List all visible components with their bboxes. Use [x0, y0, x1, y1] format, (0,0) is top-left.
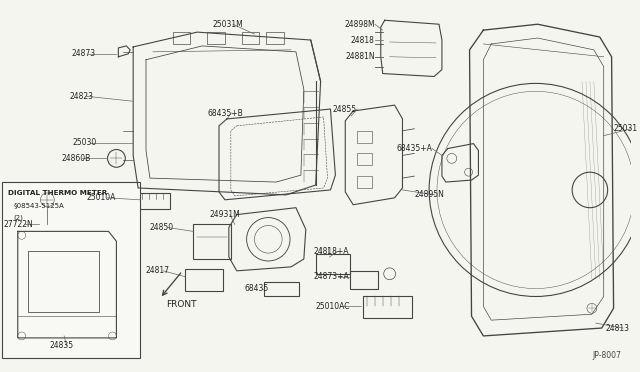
Text: 25031: 25031 — [614, 124, 637, 133]
Text: FRONT: FRONT — [166, 300, 196, 309]
Text: 24895N: 24895N — [414, 190, 444, 199]
Text: 24850: 24850 — [150, 223, 174, 232]
Bar — [363, 296, 412, 318]
Bar — [186, 269, 223, 291]
Bar — [357, 153, 372, 165]
Text: 24818+A: 24818+A — [314, 247, 349, 256]
Text: 68435+B: 68435+B — [207, 109, 243, 118]
Text: 68435+A: 68435+A — [396, 144, 432, 153]
Bar — [2, 182, 140, 357]
Text: DIGITAL THERMO METER: DIGITAL THERMO METER — [8, 190, 107, 196]
Text: 68435: 68435 — [244, 284, 269, 293]
Text: 25010AC: 25010AC — [316, 302, 350, 311]
Text: 24860B: 24860B — [61, 154, 90, 163]
Text: 24873+A: 24873+A — [314, 272, 349, 281]
Text: §08543-5125A: §08543-5125A — [14, 203, 65, 209]
Text: 25031M: 25031M — [212, 20, 243, 29]
Text: 24898M: 24898M — [344, 20, 375, 29]
Text: (2): (2) — [14, 214, 24, 221]
Text: 24873: 24873 — [71, 49, 95, 58]
Bar — [173, 32, 190, 44]
Text: 25030: 25030 — [73, 138, 97, 147]
Text: 27722N: 27722N — [4, 220, 34, 229]
Bar — [316, 254, 350, 274]
Text: JP-8007: JP-8007 — [593, 351, 621, 360]
Bar — [350, 271, 378, 289]
Text: 25010A: 25010A — [87, 193, 116, 202]
Bar — [357, 176, 372, 188]
Bar — [193, 224, 231, 259]
Text: 24855: 24855 — [333, 105, 357, 113]
Bar — [138, 193, 170, 209]
Text: 24818: 24818 — [351, 35, 375, 45]
Text: 24931M: 24931M — [209, 210, 240, 219]
Text: 24881N: 24881N — [345, 52, 375, 61]
Bar — [266, 32, 284, 44]
Text: 24817: 24817 — [146, 266, 170, 275]
Bar — [264, 282, 299, 296]
Bar — [357, 131, 372, 142]
Text: 24823: 24823 — [69, 92, 93, 101]
Bar — [207, 32, 225, 44]
Text: 24835: 24835 — [49, 341, 74, 350]
Bar — [242, 32, 259, 44]
Text: 24813: 24813 — [605, 324, 630, 333]
Bar — [28, 251, 99, 312]
